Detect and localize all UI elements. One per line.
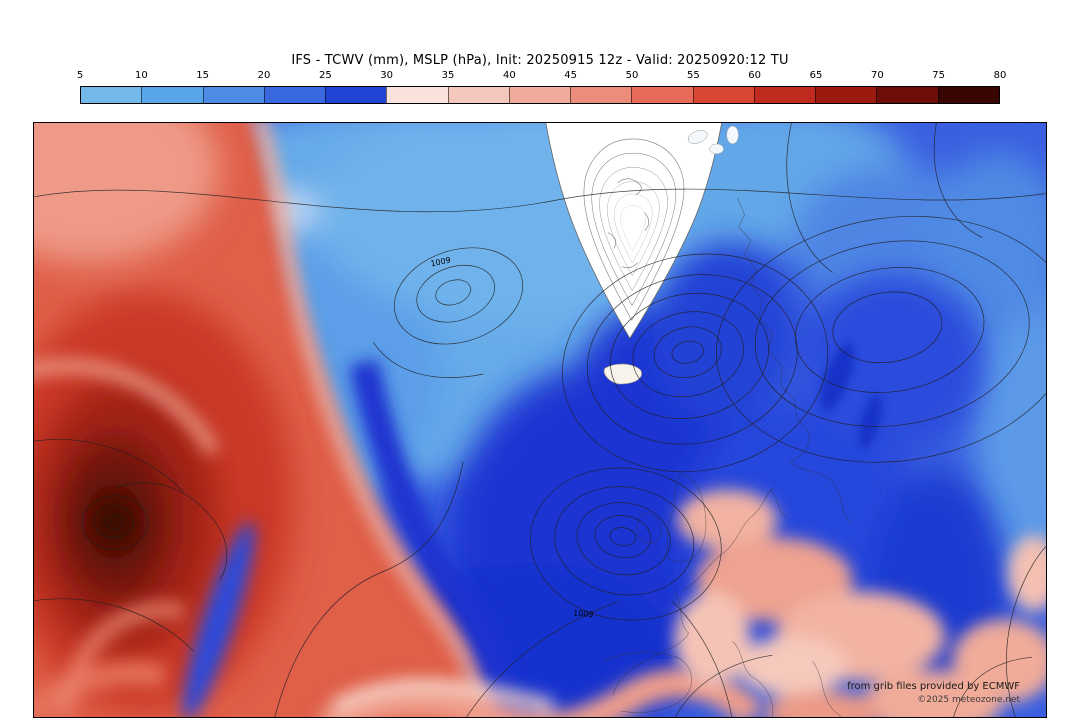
colorbar-cell <box>692 87 754 103</box>
colorbar-tick-label: 35 <box>441 70 455 81</box>
contour-labels: 1009 1009 <box>430 255 594 619</box>
colorbar-cell <box>325 87 387 103</box>
colorbar-cell <box>202 87 264 103</box>
colorbar-cell <box>876 87 938 103</box>
europe-moist-patches <box>674 489 1046 717</box>
colorbar-cells <box>80 86 1000 104</box>
moisture-boundary-band <box>348 358 516 717</box>
colorbar-tick-label: 20 <box>257 70 271 81</box>
colorbar-tick-label: 40 <box>502 70 516 81</box>
colorbar-tick-label: 75 <box>932 70 946 81</box>
colorbar-tick-label: 70 <box>870 70 884 81</box>
colorbar-cell <box>386 87 448 103</box>
colorbar-tick-label: 25 <box>318 70 332 81</box>
colorbar-cell <box>815 87 877 103</box>
colorbar-tick-label: 55 <box>686 70 700 81</box>
colorbar-tick-label: 15 <box>196 70 210 81</box>
chart-title: IFS - TCWV (mm), MSLP (hPa), Init: 20250… <box>291 53 789 68</box>
colorbar-ticks: 5 10 15 20 25 30 35 40 45 50 55 60 65 70 75 80 <box>76 70 1007 84</box>
colorbar-tick-label: 5 <box>76 70 84 81</box>
colorbar-tick-label: 80 <box>993 70 1007 81</box>
boundary-pink-fringe <box>255 123 488 717</box>
colorbar-cell <box>508 87 571 103</box>
colorbar-tick-label: 45 <box>564 70 578 81</box>
colorbar-tick-label: 30 <box>380 70 394 81</box>
front-slot-sliver <box>182 521 255 717</box>
colorbar-cell <box>570 87 632 103</box>
attribution-source: from grib files provided by ECMWF <box>847 680 1020 692</box>
map-frame: 1009 1009 from grib files provided by EC… <box>33 122 1047 718</box>
colorbar-cell <box>81 87 142 103</box>
mslp-contours <box>34 123 1046 717</box>
colorbar-tick-label: 10 <box>134 70 148 81</box>
colorbar-cell <box>753 87 816 103</box>
colorbar-cell <box>141 87 203 103</box>
colorbar-cell <box>447 87 509 103</box>
attribution-copyright: ©2025 meteozone.net <box>917 694 1020 705</box>
colorbar: 5 10 15 20 25 30 35 40 45 50 55 60 65 70 75 80 <box>76 70 1007 104</box>
contour-label: 1009 <box>430 255 452 268</box>
colorbar-tick-label: 60 <box>748 70 762 81</box>
map-attribution: from grib files provided by ECMWF ©2025 … <box>847 679 1020 708</box>
colorbar-tick-label: 65 <box>809 70 823 81</box>
red-region-swirls <box>34 358 221 717</box>
colorbar-tick-label: 50 <box>625 70 639 81</box>
colorbar-cell <box>937 87 999 103</box>
colorbar-cell <box>263 87 326 103</box>
colorbar-cell <box>631 87 693 103</box>
baltic-slivers <box>820 343 882 450</box>
contour-label: 1009 <box>573 608 594 619</box>
svalbard-islands <box>687 125 739 155</box>
greenland-landmass <box>545 123 723 340</box>
weather-map-svg: 1009 1009 <box>34 123 1046 717</box>
coastlines <box>604 197 851 717</box>
